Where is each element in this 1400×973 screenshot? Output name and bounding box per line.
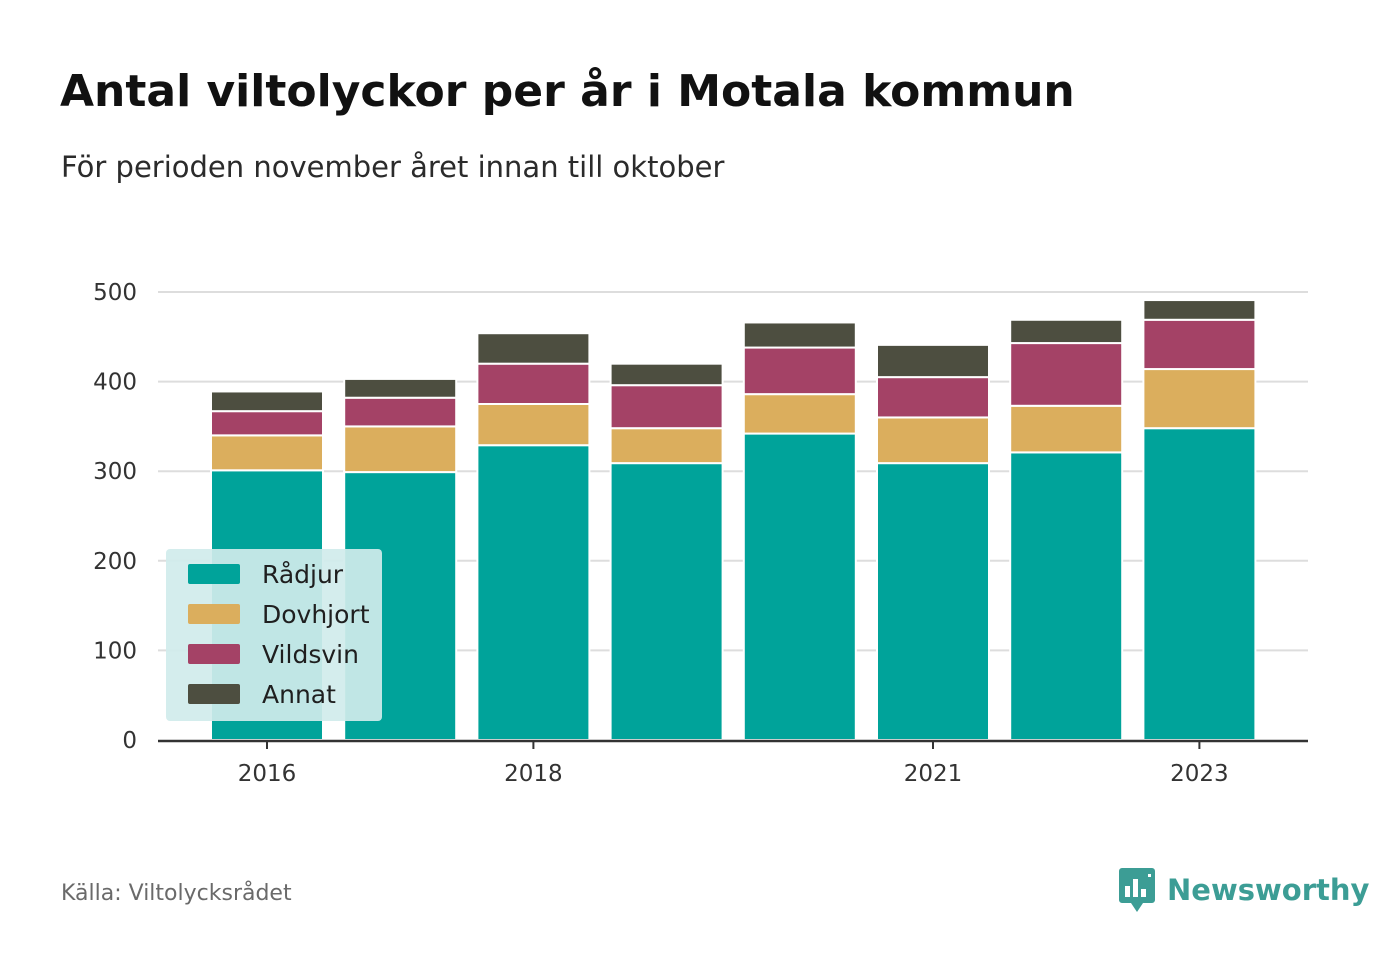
legend-label: Annat	[262, 679, 336, 709]
bar-segment	[343, 396, 458, 428]
axes: 0 100 200 300 400 500 2016 2018 2021 2023	[93, 280, 1308, 787]
x-tick-label: 2016	[238, 761, 297, 787]
newsworthy-logo: Newsworthy	[1119, 868, 1369, 912]
legend-swatch	[188, 684, 240, 704]
bar-segment	[1142, 427, 1257, 741]
bar-segment	[876, 416, 990, 465]
x-tick-label: 2018	[504, 761, 563, 787]
legend-label: Vildsvin	[262, 639, 359, 669]
legend: Rådjur Dovhjort Vildsvin Annat	[166, 549, 382, 721]
bar-segment	[476, 362, 591, 405]
x-tick-label: 2023	[1170, 761, 1229, 787]
legend-swatch	[188, 604, 240, 624]
y-tick-label: 200	[93, 549, 137, 575]
legend-label: Dovhjort	[262, 599, 370, 629]
bar-segment	[476, 403, 591, 447]
legend-item-dovhjort: Dovhjort	[188, 599, 370, 629]
x-tick-label: 2021	[904, 761, 963, 787]
y-tick-label: 100	[93, 638, 137, 664]
bar-segment	[1009, 342, 1124, 407]
bar-segment	[609, 362, 724, 387]
bar-segment	[210, 434, 324, 472]
bar-segment	[742, 346, 857, 396]
source-note: Källa: Viltolycksrådet	[61, 881, 292, 906]
brand-name: Newsworthy	[1167, 873, 1370, 907]
y-tick-label: 0	[122, 728, 137, 754]
bar-segment	[476, 444, 591, 741]
bar-segment	[876, 343, 990, 379]
bar-segment	[1009, 451, 1124, 741]
legend-item-annat: Annat	[188, 679, 336, 709]
bar-segment	[1009, 404, 1124, 454]
legend-item-vildsvin: Vildsvin	[188, 639, 359, 669]
legend-swatch	[188, 644, 240, 664]
bar-segment	[1142, 318, 1257, 371]
bar-segment	[609, 462, 724, 741]
bar-segment	[343, 377, 458, 399]
bar-segment	[609, 427, 724, 465]
chart-title: Antal viltolyckor per år i Motala kommun	[60, 66, 1075, 117]
chart-subtitle: För perioden november året innan till ok…	[61, 150, 725, 184]
y-tick-label: 400	[93, 370, 137, 396]
bar-segment	[343, 425, 458, 474]
bar-segment	[476, 332, 591, 365]
legend-label: Rådjur	[262, 559, 344, 589]
bar-segment	[609, 384, 724, 430]
bar-segment	[1009, 318, 1124, 345]
bar-segment	[742, 393, 857, 435]
bar-chart-speech-bubble-icon	[1119, 868, 1155, 912]
y-tick-label: 500	[93, 280, 137, 306]
bar-segment	[876, 376, 990, 419]
bar-segment	[1142, 299, 1257, 321]
bar-segment	[1142, 368, 1257, 430]
bar-segment	[876, 462, 990, 741]
bar-segment	[742, 321, 857, 349]
bar-segment	[742, 432, 857, 741]
y-tick-label: 300	[93, 459, 137, 485]
legend-swatch	[188, 564, 240, 584]
legend-item-radjur: Rådjur	[188, 559, 343, 589]
bar-segment	[210, 410, 324, 437]
bar-segment	[210, 390, 324, 413]
